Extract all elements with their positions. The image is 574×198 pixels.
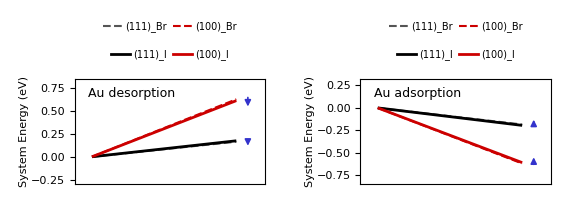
Legend: (111)_I, (100)_I: (111)_I, (100)_I <box>397 50 515 60</box>
Text: Au adsorption: Au adsorption <box>374 87 461 100</box>
Legend: (111)_I, (100)_I: (111)_I, (100)_I <box>111 50 229 60</box>
Text: Au desorption: Au desorption <box>88 87 175 100</box>
Y-axis label: System Energy (eV): System Energy (eV) <box>20 76 29 187</box>
Y-axis label: System Energy (eV): System Energy (eV) <box>305 76 315 187</box>
